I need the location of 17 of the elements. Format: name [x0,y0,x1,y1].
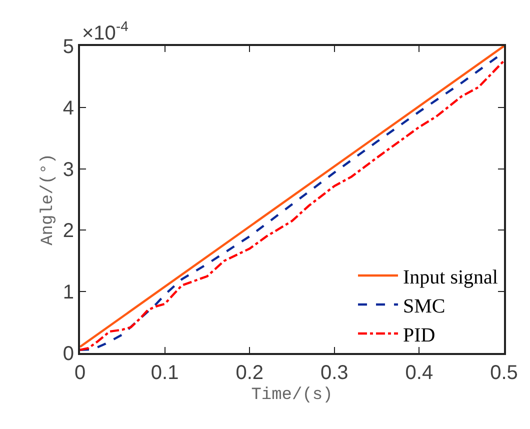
y-tick-label: 5 [62,36,74,58]
legend-label: Input signal [403,266,498,288]
y-tick-label: 0 [62,343,74,365]
x-tick-label: 0.5 [490,362,518,384]
y-tick-label: 1 [62,282,74,304]
x-axis-title: Time/(s) [251,386,333,405]
text: ×10$^{-4}$ [82,18,129,44]
x-tick-label: 0.2 [236,362,264,384]
x-tick-label: 0.4 [405,362,434,384]
x-tick-label: 0.1 [150,362,179,384]
y-tick-label: 4 [62,97,74,120]
x-tick-label: 0.3 [320,362,348,384]
legend-label: PID [403,324,436,346]
y-tick-label: 3 [62,158,74,181]
legend-label: SMC [403,295,446,318]
y-axis-title: Angle/(°) [38,154,58,246]
y-tick-label: 2 [62,220,74,242]
